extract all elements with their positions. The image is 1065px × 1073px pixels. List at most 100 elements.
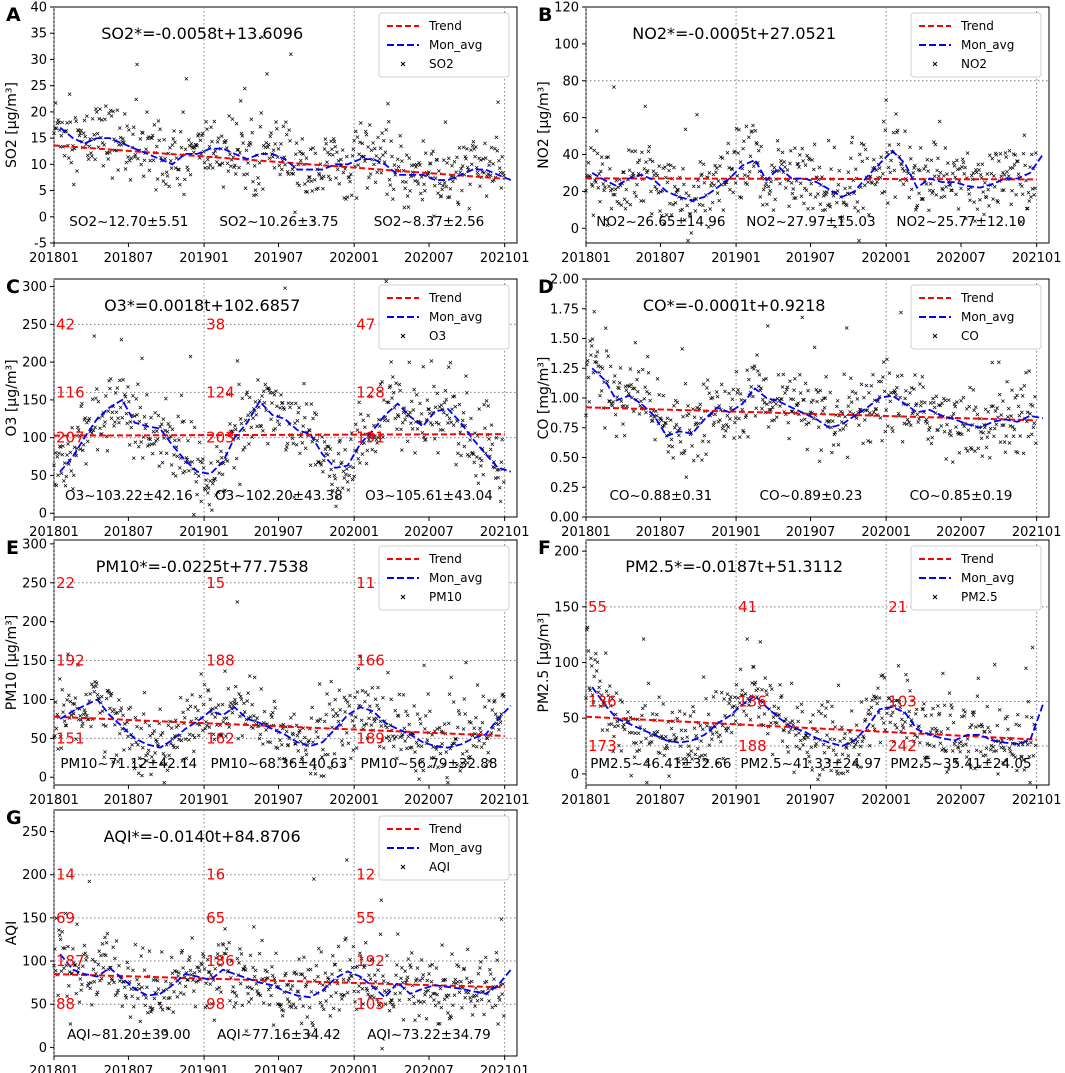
data-point: [883, 128, 888, 133]
data-point: [331, 714, 336, 719]
data-point: [445, 775, 449, 780]
data-point: [247, 985, 252, 990]
data-point: [65, 453, 70, 457]
data-point: [394, 734, 398, 739]
data-point: [769, 721, 773, 725]
data-point: [760, 700, 765, 705]
data-point: [278, 172, 283, 177]
legend-point-label: SO2: [429, 57, 454, 71]
data-point: [384, 736, 389, 740]
data-point: [733, 149, 737, 154]
data-point: [127, 746, 132, 751]
data-point: [1027, 199, 1032, 203]
data-point: [973, 766, 977, 771]
data-point: [167, 753, 171, 758]
data-point: [460, 164, 465, 168]
data-point: [418, 717, 422, 721]
data-point: [612, 734, 616, 739]
data-point: [614, 434, 619, 439]
data-point: [201, 728, 205, 733]
data-point: [191, 989, 196, 993]
data-point: [214, 987, 219, 991]
data-point: [408, 410, 412, 415]
data-point: [230, 710, 235, 715]
data-point: [469, 416, 473, 421]
data-point: [490, 708, 495, 712]
data-point: [277, 422, 282, 427]
data-point: [765, 731, 770, 736]
data-point: [823, 396, 828, 400]
data-point: [969, 173, 974, 178]
data-point: [800, 709, 805, 714]
data-point: [122, 140, 126, 145]
data-point: [498, 499, 503, 504]
data-point: [1004, 434, 1009, 438]
x-tick-label: 201801: [561, 251, 611, 266]
legend-point-swatch: [932, 333, 938, 339]
regression-equation: O3*=0.0018t+102.6857: [104, 296, 300, 315]
y-tick-label: 150: [22, 393, 47, 408]
data-point: [97, 116, 102, 121]
data-point: [848, 156, 853, 161]
data-point: [181, 110, 185, 114]
data-point: [269, 993, 273, 998]
data-point: [389, 697, 394, 702]
data-point: [171, 743, 176, 748]
data-point: [62, 461, 67, 465]
y-tick-label: 150: [22, 654, 47, 669]
data-point: [325, 692, 329, 696]
data-point: [992, 426, 997, 431]
data-point: [681, 166, 685, 171]
data-point: [413, 750, 417, 754]
data-point: [703, 753, 708, 757]
data-point: [266, 987, 271, 992]
x-tick-label: 202101: [1012, 525, 1062, 540]
data-point: [797, 731, 801, 735]
data-point: [238, 981, 243, 986]
data-point: [1002, 748, 1007, 753]
data-point: [489, 145, 494, 150]
data-point: [608, 364, 613, 369]
data-point: [242, 428, 246, 433]
data-point: [948, 713, 953, 718]
data-point: [224, 734, 228, 738]
data-point: [820, 767, 825, 772]
data-point: [788, 161, 792, 166]
data-point: [772, 704, 777, 709]
data-point: [757, 372, 762, 377]
data-point: [366, 693, 370, 697]
data-point: [227, 725, 232, 729]
data-point: [62, 479, 66, 483]
data-point: [446, 156, 451, 161]
red-count-label: 14: [56, 866, 75, 884]
data-point: [1027, 754, 1032, 759]
data-point: [847, 741, 852, 746]
data-point: [448, 360, 453, 365]
data-point: [175, 994, 180, 999]
data-point: [147, 949, 152, 953]
data-point: [462, 697, 467, 701]
data-point: [678, 439, 683, 444]
data-point: [808, 720, 813, 724]
data-point: [942, 194, 947, 199]
data-point: [633, 731, 638, 736]
data-point: [987, 430, 991, 435]
data-point: [354, 746, 359, 750]
data-point: [642, 166, 647, 171]
data-point: [896, 142, 901, 147]
red-count-label: 187: [56, 952, 85, 970]
monthly-avg-line: [59, 698, 512, 749]
data-point: [929, 713, 934, 717]
data-point: [842, 736, 847, 741]
data-point: [238, 99, 243, 103]
data-point: [378, 382, 383, 387]
data-point: [265, 441, 270, 446]
data-point: [646, 681, 651, 686]
data-point: [158, 1001, 162, 1006]
data-point: [723, 713, 727, 718]
data-point: [452, 741, 457, 746]
data-point: [231, 985, 236, 989]
data-point: [297, 405, 301, 410]
data-point: [223, 488, 227, 493]
